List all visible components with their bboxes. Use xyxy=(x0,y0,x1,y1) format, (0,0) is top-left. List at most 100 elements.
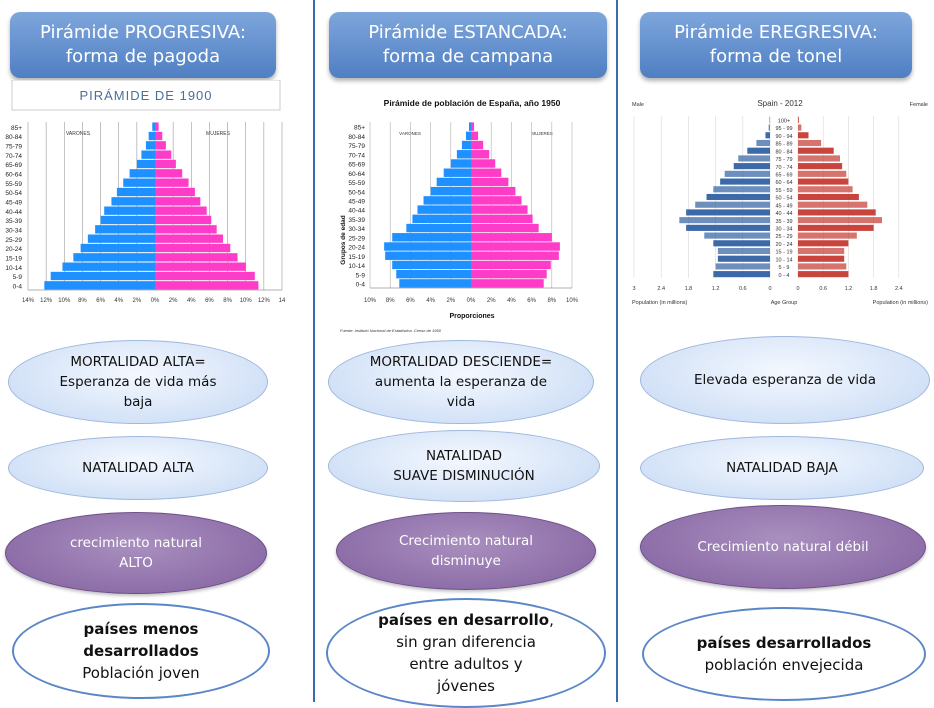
male-bar xyxy=(769,125,770,131)
left-sex-label: VARONES xyxy=(66,131,91,137)
age-group-label: 10 - 14 xyxy=(775,257,792,263)
female-bar xyxy=(155,151,171,159)
male-bar xyxy=(384,242,471,250)
mortality-line-3: vida xyxy=(447,392,476,412)
male-bar xyxy=(81,244,155,252)
countries-line-3: entre adultos y xyxy=(409,653,522,675)
female-bar xyxy=(798,271,848,277)
male-bar xyxy=(88,235,155,243)
female-bar xyxy=(471,169,501,177)
x-tick-label: 4% xyxy=(426,298,435,304)
x-tick-label: 10% xyxy=(566,298,579,304)
x-tick-label: 6% xyxy=(406,298,415,304)
female-bar xyxy=(798,194,859,200)
female-bar xyxy=(798,217,882,223)
header-progressive: Pirámide PROGRESIVA: forma de pagoda xyxy=(10,12,276,78)
female-bar xyxy=(155,216,211,224)
age-group-label: 50-54 xyxy=(5,190,22,197)
female-bar xyxy=(471,242,560,250)
age-group-label: 55 - 59 xyxy=(775,188,792,194)
male-bar xyxy=(765,132,770,138)
right-sex-label: MUJERES xyxy=(206,131,231,137)
age-group-label: 25-29 xyxy=(5,237,22,244)
x-tick-label: 4% xyxy=(507,298,516,304)
male-bar xyxy=(720,179,770,185)
male-bar xyxy=(713,186,770,192)
x-tick-label: 1.8 xyxy=(685,286,693,292)
x-tick-label: 14 xyxy=(279,298,286,304)
age-group-label: 20-24 xyxy=(348,245,365,252)
female-bar xyxy=(798,125,801,131)
age-group-label: 0 - 4 xyxy=(778,273,789,279)
x-tick-label: 10% xyxy=(58,298,71,304)
countries-line-2: sin gran diferencia xyxy=(396,631,536,653)
chart-xlabel-center: Age Group xyxy=(771,300,798,306)
female-bar xyxy=(471,150,489,158)
male-bar xyxy=(734,163,770,169)
male-bar xyxy=(431,187,471,195)
x-tick-label: 4% xyxy=(114,298,123,304)
countries-text: población envejecida xyxy=(705,654,864,676)
natality-line-2: SUAVE DISMINUCIÓN xyxy=(393,466,535,486)
age-group-label: 85 - 89 xyxy=(775,142,792,148)
countries-text: Población joven xyxy=(82,662,199,684)
male-bar xyxy=(117,188,155,196)
header-line-1: Pirámide ESTANCADA: xyxy=(329,21,607,45)
age-group-label: 100+ xyxy=(778,119,790,125)
female-bar xyxy=(471,141,483,149)
age-group-label: 30-34 xyxy=(348,226,365,233)
female-bar xyxy=(155,207,207,215)
male-bar xyxy=(424,196,471,204)
male-bar xyxy=(738,155,770,161)
countries-bold: países en desarrollo xyxy=(378,611,549,629)
age-group-label: 5-9 xyxy=(13,274,23,281)
chart-xlabel: Proporciones xyxy=(449,313,494,320)
age-group-label: 75-79 xyxy=(5,144,22,151)
female-bar xyxy=(471,270,547,278)
header-line-1: Pirámide EREGRESIVA: xyxy=(640,21,912,45)
age-group-label: 80-84 xyxy=(348,134,365,141)
male-bar xyxy=(451,159,471,167)
x-tick-label: 8% xyxy=(78,298,87,304)
female-bar xyxy=(798,209,876,215)
male-bar xyxy=(444,169,471,177)
natality-text: NATALIDAD BAJA xyxy=(726,458,838,478)
mortality-ellipse: Elevada esperanza de vida xyxy=(640,336,930,424)
age-group-label: 80 - 84 xyxy=(775,149,792,155)
age-group-label: 80-84 xyxy=(5,134,22,141)
x-tick-label: 2% xyxy=(446,298,455,304)
female-bar xyxy=(471,224,539,232)
age-group-label: 35-39 xyxy=(5,218,22,225)
age-group-label: 10-14 xyxy=(348,263,365,270)
male-bar xyxy=(95,225,155,233)
x-tick-label: 6% xyxy=(205,298,214,304)
age-group-label: 50 - 54 xyxy=(775,196,792,202)
age-group-label: 15-19 xyxy=(348,254,365,261)
age-group-label: 10-14 xyxy=(5,265,22,272)
male-bar xyxy=(718,256,770,262)
male-bar xyxy=(707,194,770,200)
male-bar xyxy=(704,233,770,239)
female-bar xyxy=(471,215,533,223)
female-bar xyxy=(155,160,176,168)
female-bar xyxy=(798,148,834,154)
female-bar xyxy=(155,281,258,289)
male-bar xyxy=(747,148,770,154)
countries-comma: , xyxy=(549,611,554,629)
male-bar xyxy=(396,270,471,278)
countries-ellipse: países en desarrollo, sin gran diferenci… xyxy=(326,598,606,708)
header-line-2: forma de campana xyxy=(329,45,607,69)
pyramid-1900-chart: PIRÁMIDE DE 1900 VARONES MUJERES 85+80-8… xyxy=(0,80,290,310)
age-group-label: 25 - 29 xyxy=(775,234,792,240)
age-group-label: 95 - 99 xyxy=(775,126,792,132)
x-tick-label: 8% xyxy=(386,298,395,304)
mortality-line-2: aumenta la esperanza de xyxy=(375,372,547,392)
natality-ellipse: NATALIDAD BAJA xyxy=(640,436,924,500)
x-tick-label: 12% xyxy=(40,298,53,304)
right-sex-label: MUJERES xyxy=(531,131,553,136)
x-tick-label: 1.2 xyxy=(845,286,853,292)
male-bar xyxy=(152,123,155,131)
growth-text: Crecimiento natural débil xyxy=(697,537,868,557)
age-group-label: 85+ xyxy=(354,125,365,132)
header-line-2: forma de pagoda xyxy=(10,45,276,69)
